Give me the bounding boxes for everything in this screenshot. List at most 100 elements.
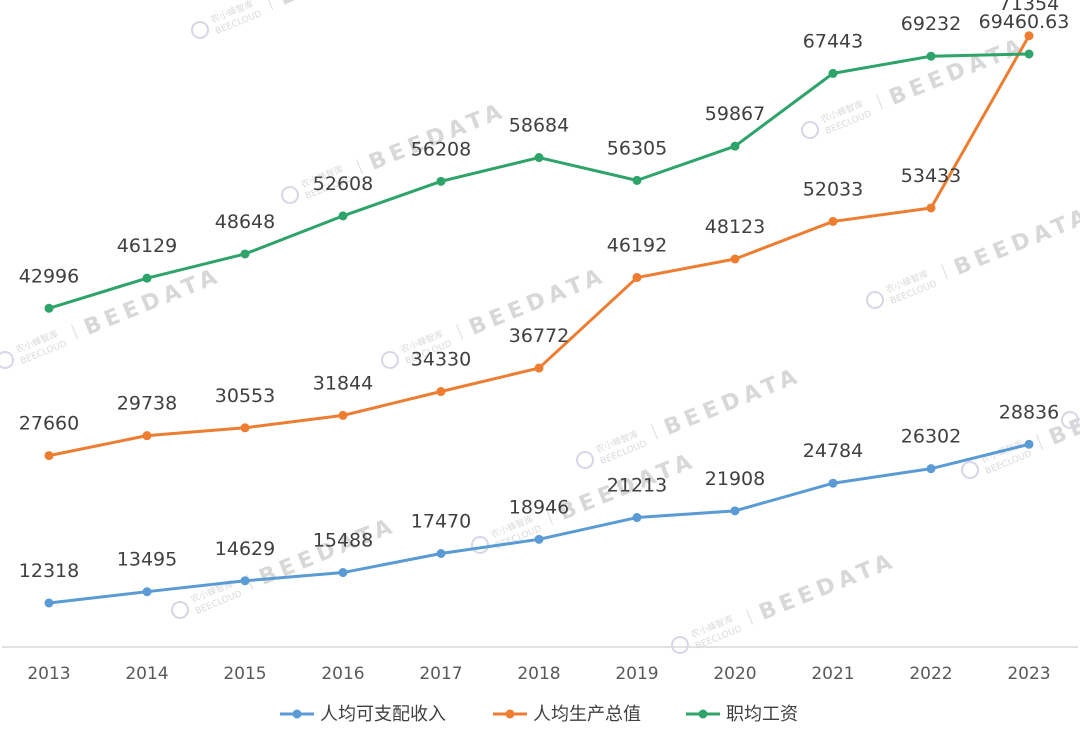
watermark-divider [651, 424, 658, 440]
series-2-point [338, 211, 348, 221]
series-1-data-label: 48123 [705, 216, 765, 238]
series-1-point [142, 431, 152, 441]
x-tick-label: 2022 [909, 664, 952, 684]
bee-logo-icon [1061, 411, 1079, 429]
series-2-point [436, 176, 446, 186]
series-0-point [1024, 439, 1034, 449]
series-0-data-label: 21908 [705, 468, 765, 490]
bee-logo-icon [0, 351, 14, 369]
watermark-text: BEEDATA [951, 203, 1080, 281]
series-2-point [44, 303, 54, 313]
watermark-text: BEEDATA [81, 263, 225, 341]
series-2-point [1024, 49, 1034, 59]
watermark-text: BEEDATA [366, 98, 510, 176]
series-0-data-label: 28836 [999, 401, 1059, 423]
series-0-data-label: 14629 [215, 538, 275, 560]
bee-logo-icon [576, 451, 594, 469]
series-0-data-label: 17470 [411, 511, 471, 533]
legend-dot-marker [505, 709, 515, 719]
bee-logo-icon [191, 21, 209, 39]
bee-logo-icon [281, 186, 299, 204]
series-1-point [632, 273, 642, 283]
series-1-point [534, 363, 544, 373]
series-1-data-label: 34330 [411, 349, 471, 371]
legend-item-1: 人均生产总值 [493, 704, 641, 725]
series-0-point [142, 587, 152, 597]
series-1-point [240, 423, 250, 433]
series-1-point [44, 451, 54, 461]
legend-label: 人均生产总值 [533, 704, 641, 725]
series-1-point [436, 387, 446, 397]
series-2-data-label: 69232 [901, 13, 961, 35]
series-2-data-label: 59867 [705, 103, 765, 125]
x-tick-label: 2017 [419, 664, 462, 684]
watermark-divider [266, 0, 273, 10]
series-0-point [926, 464, 936, 474]
series-2-data-label: 48648 [215, 211, 275, 233]
series-2-data-label: 56305 [607, 137, 667, 159]
watermark-divider [456, 324, 463, 340]
bee-logo-icon [866, 291, 884, 309]
series-1-point [1024, 31, 1034, 41]
bee-logo-icon [471, 536, 489, 554]
bee-logo-icon [671, 636, 689, 654]
series-0-data-label: 12318 [19, 560, 79, 582]
legend-label: 人均可支配收入 [320, 704, 446, 725]
x-tick-label: 2018 [517, 664, 560, 684]
x-tick-label: 2021 [811, 664, 854, 684]
series-2-data-label: 58684 [509, 115, 569, 137]
series-0-point [730, 506, 740, 516]
series-0-data-label: 26302 [901, 426, 961, 448]
series-2-point [632, 175, 642, 185]
series-1-point [926, 203, 936, 213]
series-0-data-label: 18946 [509, 496, 569, 518]
series-1-point [828, 216, 838, 226]
watermark-text: BEEDATA [276, 0, 420, 11]
watermark-divider [876, 94, 883, 110]
bee-logo-icon [961, 461, 979, 479]
series-1-data-label: 27660 [19, 413, 79, 435]
series-2-point [142, 273, 152, 283]
series-0-point [534, 534, 544, 544]
series-1-data-label: 53433 [901, 165, 961, 187]
watermark-divider [1036, 434, 1043, 450]
legend-dot-marker [292, 709, 302, 719]
series-1-data-label: 36772 [509, 325, 569, 347]
legend-dot-marker [698, 709, 708, 719]
series-2-data-label: 69460.63 [979, 11, 1070, 33]
bee-logo-icon [801, 121, 819, 139]
watermark-divider [941, 264, 948, 280]
series-2-data-label: 46129 [117, 235, 177, 257]
series-2-data-label: 42996 [19, 265, 79, 287]
watermark-divider [356, 159, 363, 175]
x-tick-label: 2016 [321, 664, 364, 684]
legend-item-0: 人均可支配收入 [280, 704, 446, 725]
bee-logo-icon [381, 351, 399, 369]
watermark-divider [746, 609, 753, 625]
x-tick-labels: 2013 2014 2015 2016 2017 2018 2019 2020 2021 2022… [27, 664, 1050, 684]
x-tick-label: 2023 [1007, 664, 1050, 684]
series-0-point [44, 598, 54, 608]
series-0-data-label: 24784 [803, 440, 863, 462]
x-tick-label: 2013 [27, 664, 70, 684]
series-0-data-label: 13495 [117, 549, 177, 571]
watermark-divider [546, 509, 553, 525]
series-2-point [240, 249, 250, 259]
series-0-point [240, 576, 250, 586]
series-0-point [436, 549, 446, 559]
series-2-data-label: 52608 [313, 173, 373, 195]
watermark-divider [71, 324, 78, 340]
series-1-data-label: 52033 [803, 178, 863, 200]
x-tick-label: 2020 [713, 664, 756, 684]
data-label-layer: 12318 13495 14629 15488 17470 18946 21213 21908… [19, 0, 1070, 582]
series-line-1 [47, 34, 1031, 458]
series-1-data-label: 46192 [607, 235, 667, 257]
legend-label: 职均工资 [726, 704, 798, 725]
series-layer [44, 31, 1034, 608]
series-2-point [926, 51, 936, 61]
